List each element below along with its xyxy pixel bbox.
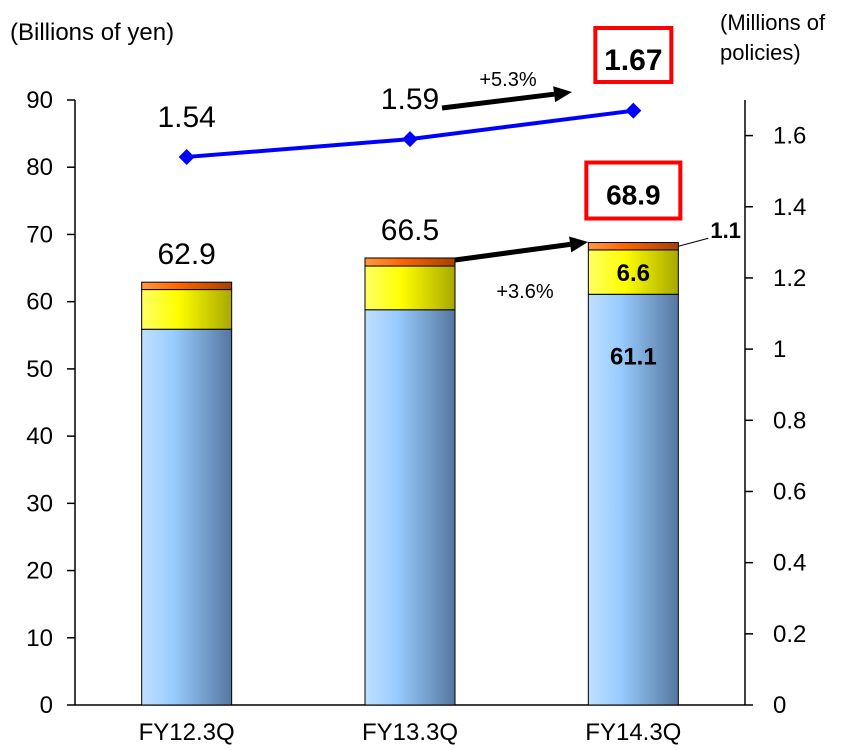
left-tick-label: 20 xyxy=(26,558,53,585)
right-axis-ticks: 0 0.2 0.4 0.6 0.8 1 1.2 1.4 1.6 xyxy=(745,123,806,719)
x-axis-labels: FY12.3Q FY13.3Q FY14.3Q xyxy=(139,719,682,746)
segment-label-base: 61.1 xyxy=(610,343,657,370)
bar-segment-top xyxy=(364,257,456,267)
bar-segment-middle xyxy=(364,265,456,311)
policies-line-marker xyxy=(178,148,195,165)
right-tick-label: 1.4 xyxy=(773,194,806,221)
left-axis-title: (Billions of yen) xyxy=(10,19,174,46)
line-value-label: 1.54 xyxy=(157,101,215,134)
bar-segment-base xyxy=(141,328,233,706)
left-tick-label: 60 xyxy=(26,289,53,316)
line-growth-arrow-shaft xyxy=(441,91,555,111)
policies-line: 1.54 1.59 1.67 xyxy=(157,26,674,165)
bar-total-label: 66.5 xyxy=(381,214,439,247)
line-growth-arrow-head xyxy=(553,86,572,103)
segment-label-leader xyxy=(678,237,709,247)
bar-segment-base xyxy=(364,309,456,706)
right-tick-label: 0.4 xyxy=(773,550,806,577)
segment-labels: 61.1 6.6 1.1 xyxy=(610,218,741,370)
right-tick-label: 0.6 xyxy=(773,478,806,505)
line-value-label: 1.59 xyxy=(381,83,439,116)
left-axis-ticks: 0 10 20 30 40 50 60 70 80 90 xyxy=(26,87,75,719)
right-tick-label: 0.8 xyxy=(773,407,806,434)
right-axis-title-line1: (Millions of xyxy=(720,10,826,35)
right-tick-label: 1.6 xyxy=(773,123,806,150)
left-tick-label: 80 xyxy=(26,154,53,181)
bar-total-labels: 62.9 66.5 68.9 xyxy=(157,160,683,271)
bar-segment-top xyxy=(141,281,233,291)
bar-total-label: 68.9 xyxy=(606,180,661,211)
bar-total-label: 62.9 xyxy=(157,238,215,271)
left-tick-label: 30 xyxy=(26,490,53,517)
segment-label-top: 1.1 xyxy=(710,218,741,243)
bar-segment-base xyxy=(587,293,679,706)
segment-label-middle: 6.6 xyxy=(617,260,650,287)
policies-line-marker xyxy=(625,102,642,119)
x-tick-label: FY14.3Q xyxy=(585,719,681,746)
right-tick-label: 1.2 xyxy=(773,265,806,292)
line-highlight-box xyxy=(593,26,674,84)
right-tick-label: 1 xyxy=(773,336,786,363)
annotations: +5.3% +3.6% xyxy=(441,69,588,303)
left-tick-label: 0 xyxy=(40,692,53,719)
policies-line-marker xyxy=(402,131,418,148)
line-growth-label: +5.3% xyxy=(479,69,536,91)
left-tick-label: 90 xyxy=(26,87,53,114)
bar-growth-arrow-head xyxy=(569,236,588,253)
bar-segment-middle xyxy=(587,249,679,295)
stacked-bars xyxy=(141,242,679,706)
left-tick-label: 70 xyxy=(26,221,53,248)
x-tick-label: FY13.3Q xyxy=(362,719,458,746)
right-tick-label: 0 xyxy=(773,692,786,719)
bar-segment-top xyxy=(587,242,679,251)
left-tick-label: 10 xyxy=(26,625,53,652)
total-highlight-box xyxy=(584,160,683,221)
x-tick-label: FY12.3Q xyxy=(139,719,235,746)
bar-segment-middle xyxy=(141,289,233,330)
bar-growth-label: +3.6% xyxy=(496,281,553,303)
right-axis-title-line2: policies) xyxy=(720,40,801,65)
bar-growth-arrow-shaft xyxy=(454,241,571,263)
left-tick-label: 40 xyxy=(26,423,53,450)
left-tick-label: 50 xyxy=(26,356,53,383)
line-value-label: 1.67 xyxy=(604,44,662,77)
right-tick-label: 0.2 xyxy=(773,621,806,648)
